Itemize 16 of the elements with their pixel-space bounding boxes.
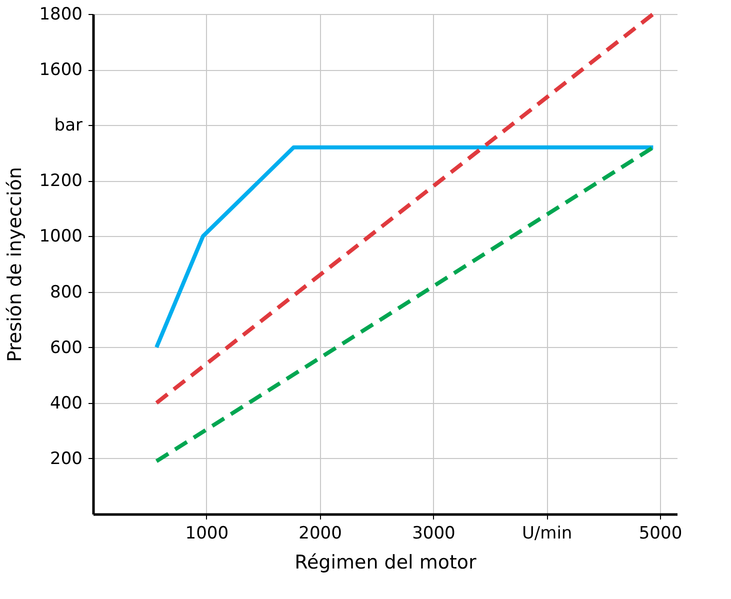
y-tick-label: 600 [50,338,82,358]
y-tick-label: 1200 [39,171,82,192]
x-tick-label: 2000 [298,524,342,544]
y-tick-label: 1000 [39,226,82,247]
y-tick-label: bar [54,116,83,136]
y-tick-label: 200 [50,448,82,469]
x-tick-label: 3000 [412,524,456,544]
y-tick-label: 1800 [39,4,82,24]
x-tick-label: 1000 [185,524,229,544]
y-axis-title: Presión de inyección [4,167,26,362]
y-tick-label: 400 [50,393,82,414]
y-tick-label: 800 [50,282,82,302]
y-tick-label: 1600 [39,60,82,80]
x-tick-label: U/min [522,524,572,544]
x-tick-label: 5000 [638,524,682,544]
x-axis-title: Régimen del motor [294,552,477,574]
